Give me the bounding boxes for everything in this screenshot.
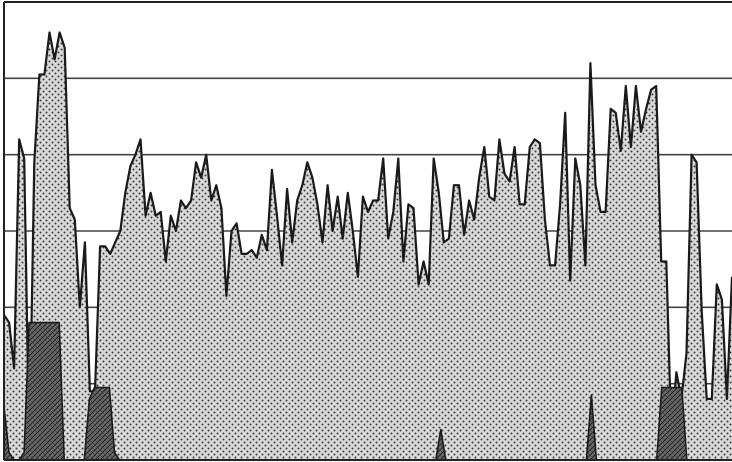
series-group	[3, 31, 732, 461]
dotted-series-line	[3, 31, 732, 454]
hatched-series-area	[4, 322, 732, 460]
chart-frame	[3, 1, 732, 461]
dotted-series-area	[4, 32, 732, 460]
